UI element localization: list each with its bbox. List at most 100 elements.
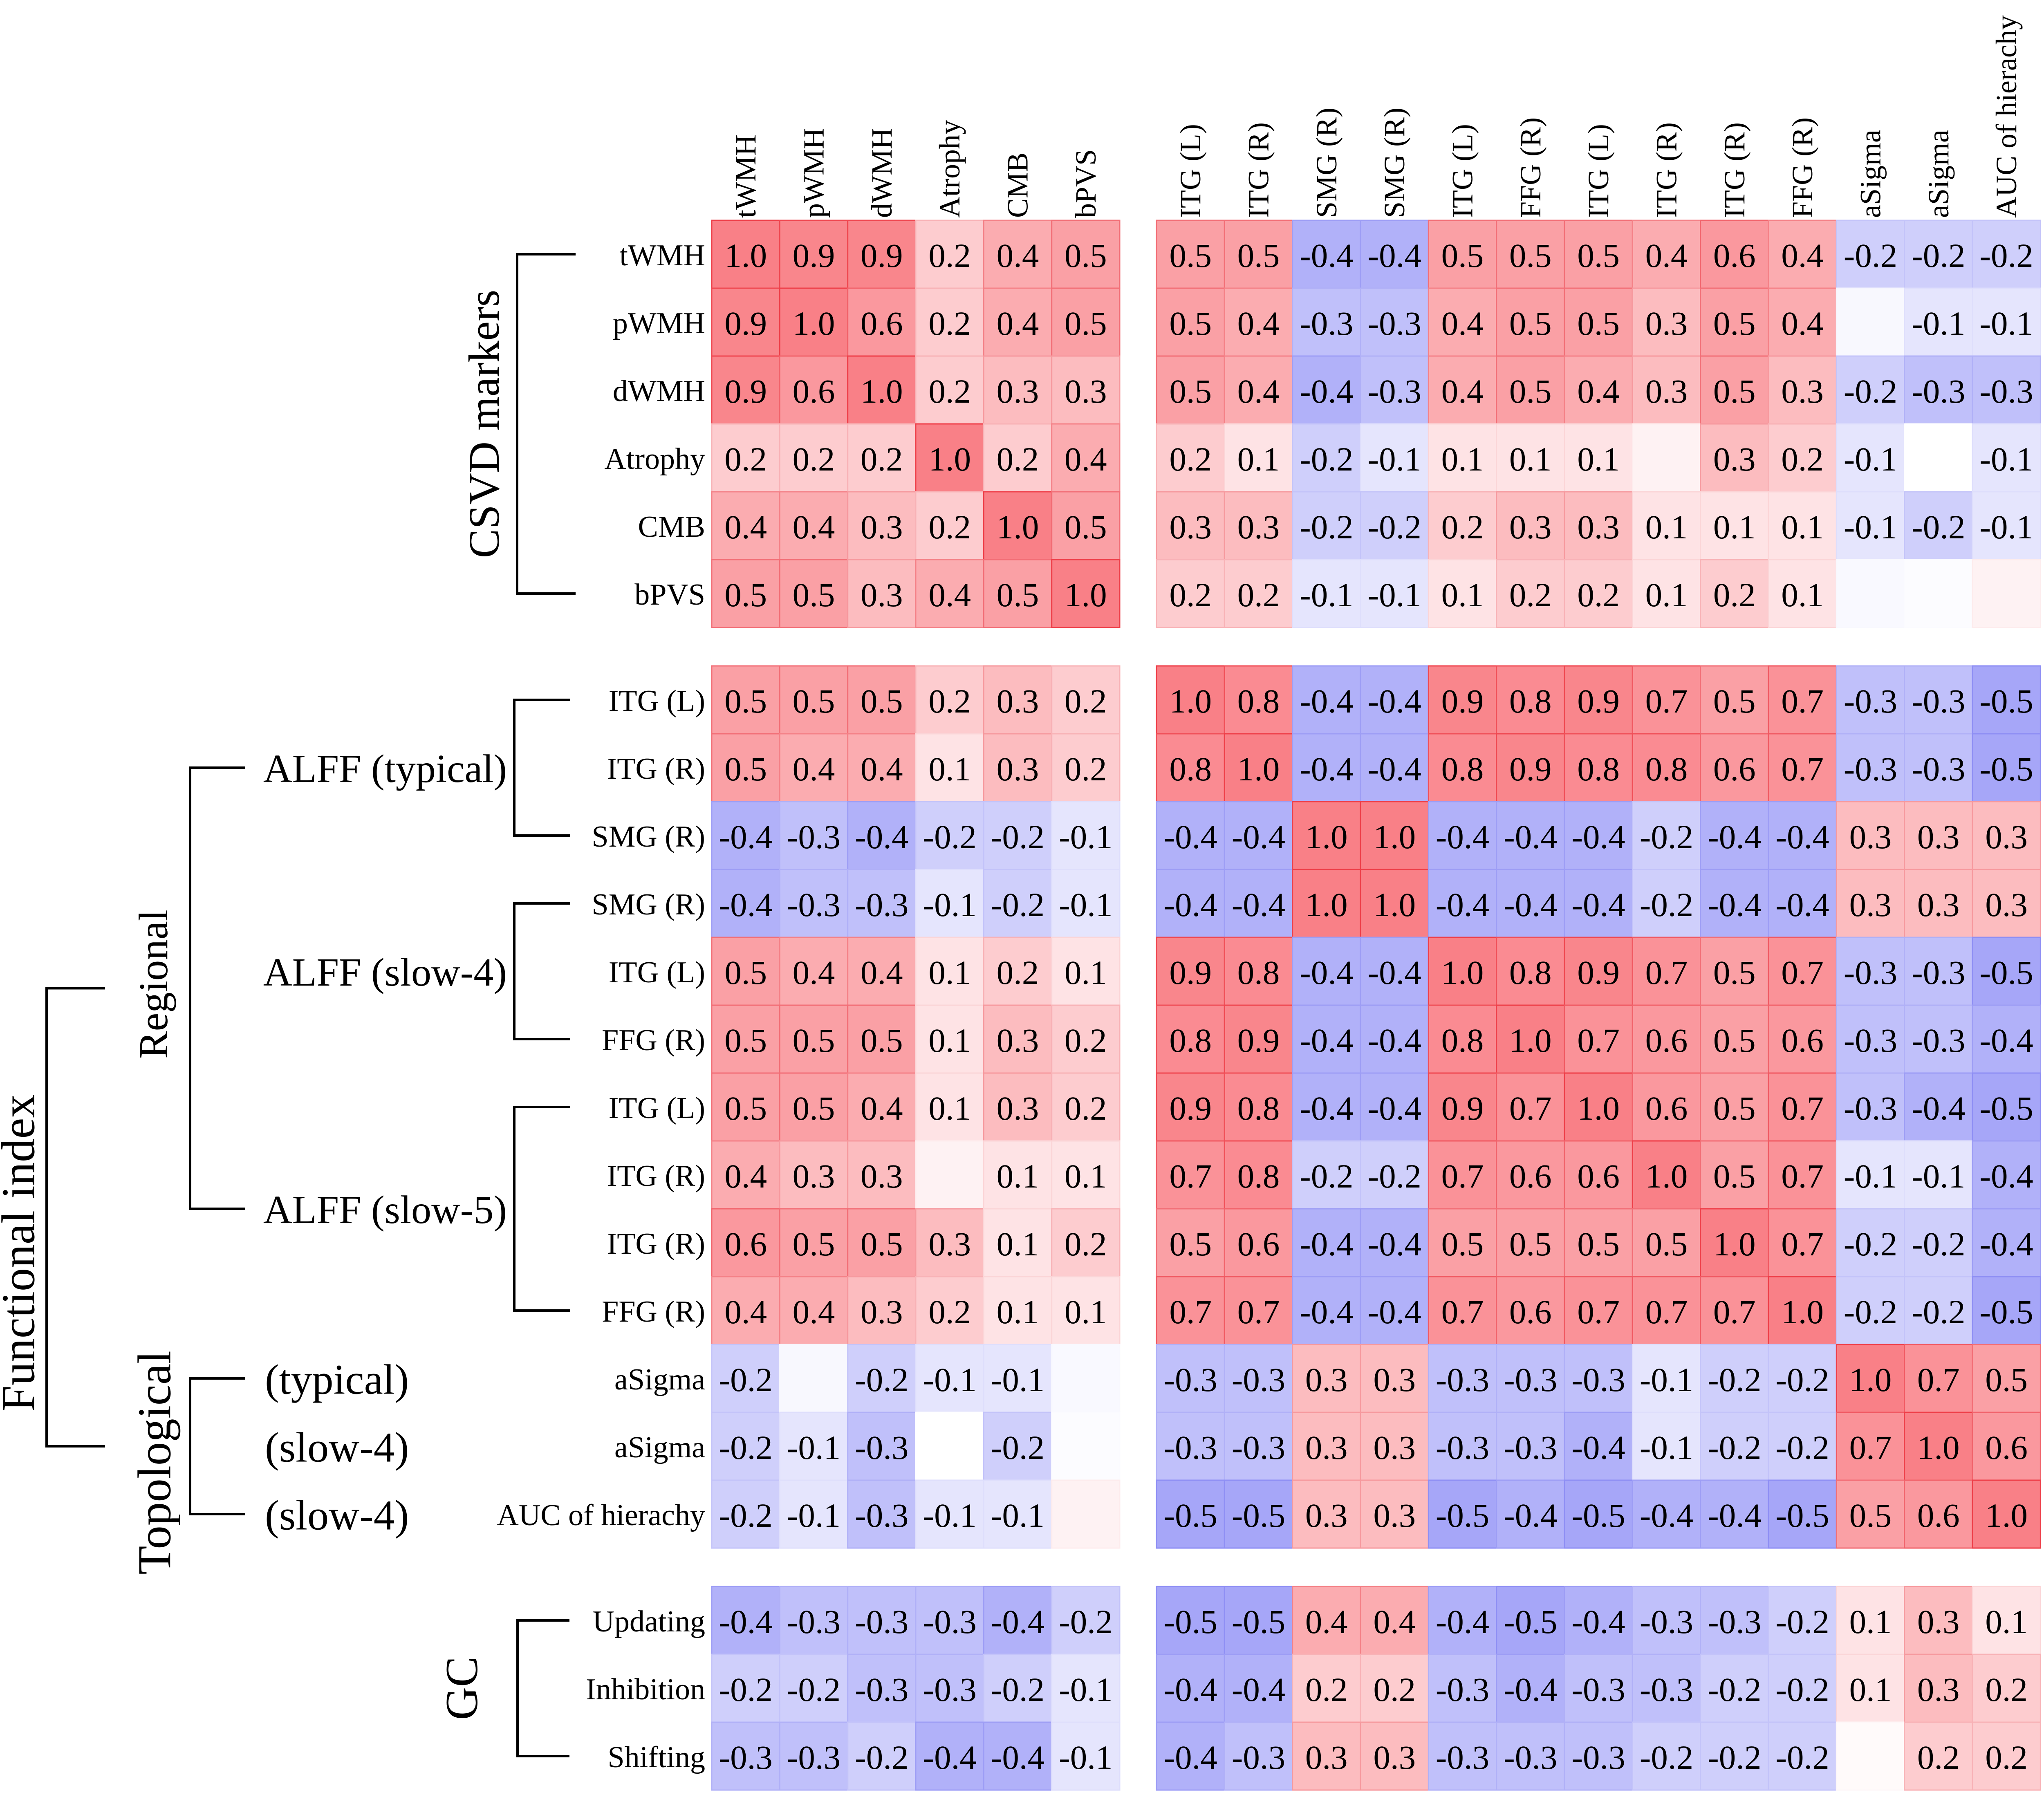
svg-text:-0.2: -0.2 xyxy=(1912,1225,1965,1263)
svg-text:(slow-4): (slow-4) xyxy=(265,1492,409,1539)
svg-text:0.5: 0.5 xyxy=(724,750,767,788)
svg-text:-0.1: -0.1 xyxy=(1640,1429,1693,1466)
svg-text:0.2: 0.2 xyxy=(928,682,971,720)
svg-text:-0.2: -0.2 xyxy=(1368,1157,1421,1195)
svg-text:0.8: 0.8 xyxy=(1169,750,1212,788)
svg-text:1.0: 1.0 xyxy=(997,508,1039,546)
svg-text:0.9: 0.9 xyxy=(1169,954,1212,991)
svg-text:-0.4: -0.4 xyxy=(1436,1603,1489,1640)
svg-text:0.3: 0.3 xyxy=(1781,372,1824,410)
svg-text:1.0: 1.0 xyxy=(724,237,767,274)
svg-text:0.3: 0.3 xyxy=(1169,508,1212,546)
svg-text:-0.4: -0.4 xyxy=(1300,1293,1353,1331)
svg-text:0.8: 0.8 xyxy=(1237,1157,1280,1195)
svg-text:0.6: 0.6 xyxy=(1645,1089,1688,1127)
svg-text:0.2: 0.2 xyxy=(1305,1671,1348,1708)
svg-text:-0.4: -0.4 xyxy=(719,1603,773,1640)
svg-text:-0.4: -0.4 xyxy=(1571,886,1625,923)
svg-text:-0.4: -0.4 xyxy=(1300,372,1353,410)
svg-text:0.2: 0.2 xyxy=(928,508,971,546)
svg-text:0.3: 0.3 xyxy=(861,576,903,614)
svg-text:-0.5: -0.5 xyxy=(1164,1603,1217,1640)
svg-text:1.0: 1.0 xyxy=(1917,1429,1960,1466)
svg-text:0.5: 0.5 xyxy=(1065,237,1107,274)
svg-text:SMG (R): SMG (R) xyxy=(592,820,705,854)
svg-text:0.4: 0.4 xyxy=(1441,305,1484,342)
svg-text:0.6: 0.6 xyxy=(1577,1157,1620,1195)
svg-text:0.3: 0.3 xyxy=(1645,372,1688,410)
svg-text:tWMH: tWMH xyxy=(729,134,762,218)
svg-text:-0.3: -0.3 xyxy=(855,1429,908,1466)
svg-text:-0.1: -0.1 xyxy=(1300,576,1353,614)
svg-text:-0.4: -0.4 xyxy=(1708,886,1761,923)
svg-text:-0.5: -0.5 xyxy=(1979,954,2033,991)
svg-text:dWMH: dWMH xyxy=(865,128,898,218)
svg-text:0.4: 0.4 xyxy=(861,954,903,991)
svg-text:ITG (L): ITG (L) xyxy=(609,956,705,989)
svg-text:0.7: 0.7 xyxy=(1917,1361,1960,1398)
svg-text:0.1: 0.1 xyxy=(928,954,971,991)
svg-text:-0.1: -0.1 xyxy=(1912,305,1965,342)
svg-text:-0.4: -0.4 xyxy=(1368,1089,1421,1127)
svg-text:-0.4: -0.4 xyxy=(1571,1603,1625,1640)
svg-text:0.3: 0.3 xyxy=(1917,1671,1960,1708)
svg-text:0.1: 0.1 xyxy=(1065,954,1107,991)
svg-text:-0.4: -0.4 xyxy=(1300,1022,1353,1059)
svg-text:-0.3: -0.3 xyxy=(1571,1671,1625,1708)
svg-text:0.5: 0.5 xyxy=(1509,237,1552,274)
svg-text:-0.3: -0.3 xyxy=(1232,1739,1285,1776)
svg-text:0.9: 0.9 xyxy=(861,237,903,274)
svg-text:-0.3: -0.3 xyxy=(1912,750,1965,788)
svg-text:1.0: 1.0 xyxy=(1305,818,1348,856)
svg-text:-0.3: -0.3 xyxy=(1504,1429,1557,1466)
svg-text:GC: GC xyxy=(437,1656,487,1720)
svg-text:-0.2: -0.2 xyxy=(991,1429,1044,1466)
svg-text:-0.1: -0.1 xyxy=(923,1361,977,1398)
svg-text:aSigma: aSigma xyxy=(1854,130,1887,218)
svg-text:0.1: 0.1 xyxy=(1645,508,1688,546)
svg-text:0.5: 0.5 xyxy=(861,1022,903,1059)
svg-text:tWMH: tWMH xyxy=(619,239,705,272)
svg-text:0.4: 0.4 xyxy=(928,576,971,614)
svg-text:-0.2: -0.2 xyxy=(855,1739,908,1776)
svg-text:-0.4: -0.4 xyxy=(1300,237,1353,274)
svg-text:-0.1: -0.1 xyxy=(1844,440,1897,478)
svg-text:-0.1: -0.1 xyxy=(1059,886,1112,923)
svg-text:-0.5: -0.5 xyxy=(1979,1089,2033,1127)
svg-text:0.9: 0.9 xyxy=(1577,682,1620,720)
svg-text:CMB: CMB xyxy=(638,510,705,544)
svg-text:-0.3: -0.3 xyxy=(1571,1739,1625,1776)
svg-text:0.2: 0.2 xyxy=(1373,1671,1416,1708)
svg-text:0.5: 0.5 xyxy=(1645,1225,1688,1263)
svg-text:-0.2: -0.2 xyxy=(719,1671,773,1708)
svg-text:0.7: 0.7 xyxy=(1781,1157,1824,1195)
svg-text:-0.3: -0.3 xyxy=(855,1671,908,1708)
svg-text:-0.3: -0.3 xyxy=(1368,305,1421,342)
svg-text:0.4: 0.4 xyxy=(1373,1603,1416,1640)
svg-text:0.3: 0.3 xyxy=(1849,886,1892,923)
svg-text:0.1: 0.1 xyxy=(1713,508,1756,546)
svg-text:-0.4: -0.4 xyxy=(1368,750,1421,788)
svg-text:0.7: 0.7 xyxy=(1169,1157,1212,1195)
svg-text:AUC of hierachy: AUC of hierachy xyxy=(497,1499,705,1532)
svg-text:-0.1: -0.1 xyxy=(1059,1671,1112,1708)
svg-text:-0.2: -0.2 xyxy=(1708,1361,1761,1398)
svg-text:1.0: 1.0 xyxy=(1237,750,1280,788)
svg-text:-0.4: -0.4 xyxy=(1164,1671,1217,1708)
svg-text:0.2: 0.2 xyxy=(1577,576,1620,614)
svg-text:-0.3: -0.3 xyxy=(1844,954,1897,991)
svg-text:-0.2: -0.2 xyxy=(719,1429,773,1466)
svg-text:0.2: 0.2 xyxy=(1985,1671,2028,1708)
svg-text:-0.3: -0.3 xyxy=(1912,372,1965,410)
svg-text:-0.4: -0.4 xyxy=(1368,682,1421,720)
svg-text:0.4: 0.4 xyxy=(724,1157,767,1195)
svg-text:-0.1: -0.1 xyxy=(1844,508,1897,546)
svg-text:-0.4: -0.4 xyxy=(1368,1225,1421,1263)
svg-text:-0.1: -0.1 xyxy=(1912,1157,1965,1195)
svg-text:-0.4: -0.4 xyxy=(1300,1089,1353,1127)
svg-text:0.9: 0.9 xyxy=(1237,1022,1280,1059)
svg-text:-0.3: -0.3 xyxy=(1640,1671,1693,1708)
svg-text:0.2: 0.2 xyxy=(997,954,1039,991)
svg-text:0.7: 0.7 xyxy=(1645,1293,1688,1331)
svg-text:0.2: 0.2 xyxy=(1169,440,1212,478)
